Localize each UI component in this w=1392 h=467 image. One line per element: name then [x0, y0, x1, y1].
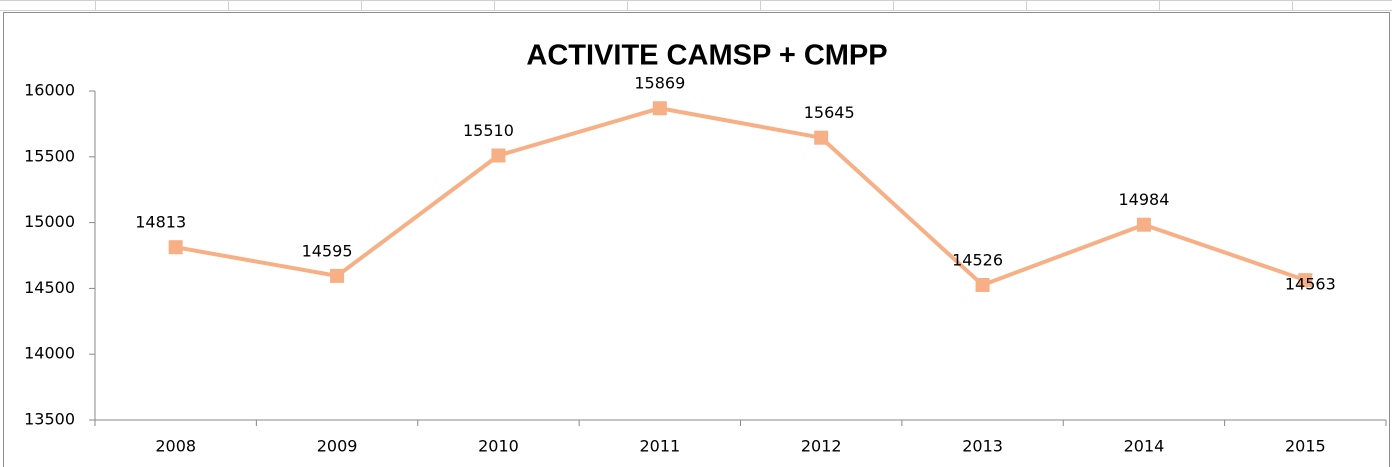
y-tick-label: 16000	[24, 81, 75, 100]
x-tick-label: 2008	[155, 437, 196, 456]
data-label: 15645	[804, 103, 855, 122]
y-tick-label: 13500	[24, 410, 75, 429]
chart-area	[3, 12, 1390, 467]
x-tick-label: 2014	[1124, 437, 1165, 456]
data-label: 14526	[952, 250, 1003, 269]
marker	[975, 277, 990, 292]
y-tick-label: 14000	[24, 344, 75, 363]
marker	[1136, 217, 1151, 232]
x-tick-label: 2012	[801, 437, 842, 456]
marker	[330, 268, 345, 283]
marker	[491, 148, 506, 163]
y-tick-label: 15500	[24, 146, 75, 165]
x-tick-label: 2011	[639, 437, 680, 456]
marker	[652, 101, 667, 116]
data-label: 15869	[634, 74, 685, 93]
data-label: 14984	[1118, 190, 1169, 209]
data-label: 14813	[135, 213, 186, 232]
line	[175, 106, 1306, 288]
x-tick-label: 2013	[962, 437, 1003, 456]
spreadsheet-background	[0, 0, 1392, 11]
data-label: 14595	[302, 241, 353, 260]
marker	[1298, 273, 1313, 288]
chart-title: ACTIVITE CAMSP + CMPP	[526, 40, 887, 72]
x-tick-label: 2015	[1285, 437, 1326, 456]
y-tick-label: 15000	[24, 212, 75, 231]
marker	[814, 130, 829, 145]
data-label: 15510	[463, 121, 514, 140]
y-tick-label: 14500	[24, 278, 75, 297]
x-tick-label: 2009	[317, 437, 358, 456]
data-label: 14563	[1285, 275, 1336, 294]
x-tick-label: 2010	[478, 437, 519, 456]
marker	[168, 240, 183, 255]
